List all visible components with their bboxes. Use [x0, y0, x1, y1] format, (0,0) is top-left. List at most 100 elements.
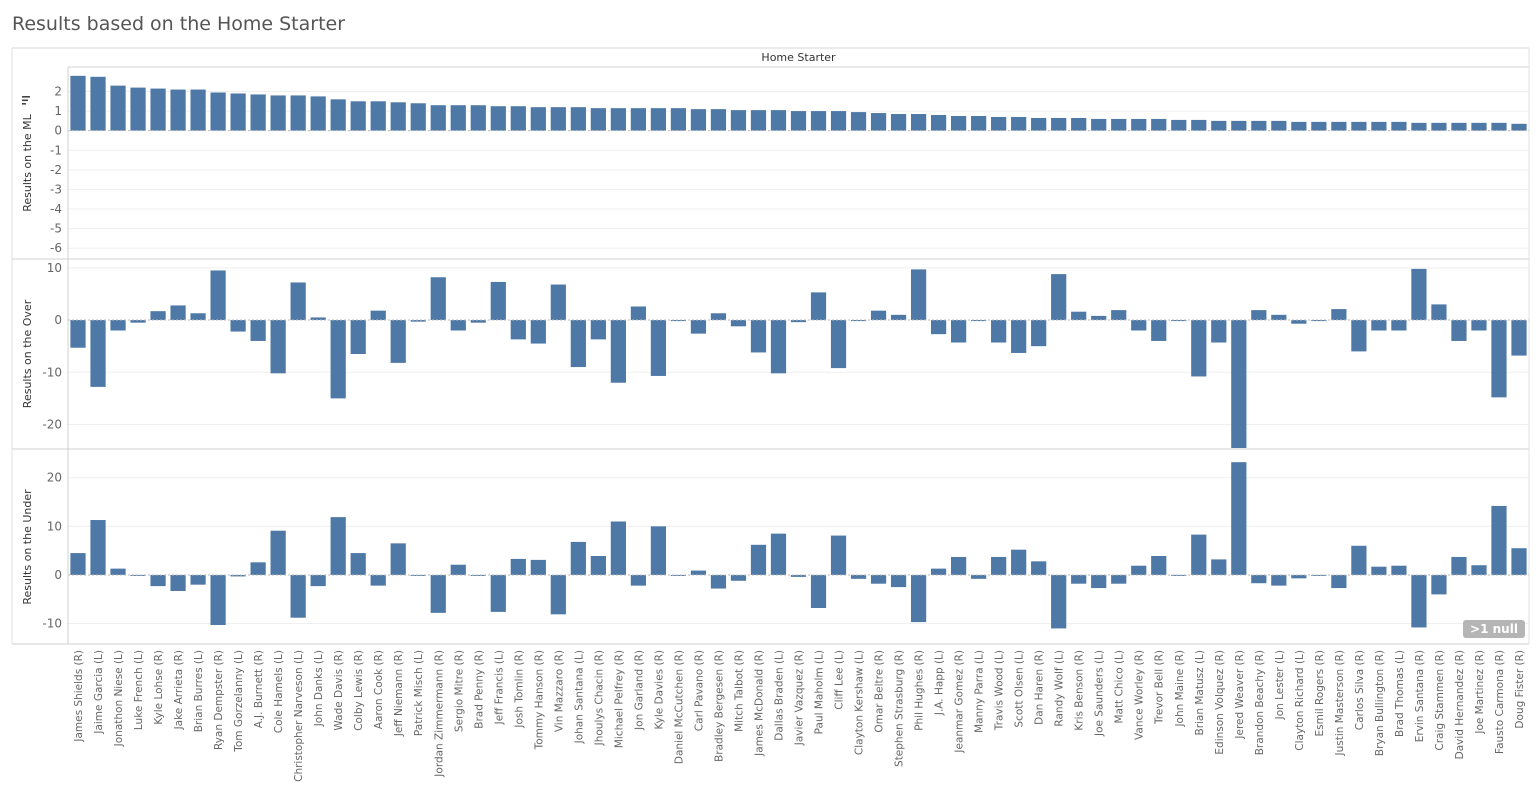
- bar: [370, 310, 386, 321]
- bar: [230, 93, 246, 131]
- bar: [90, 520, 106, 575]
- x-category-label: Paul Maholm (L): [814, 650, 826, 734]
- bar: [630, 306, 646, 321]
- x-category-label: Ervin Santana (R): [1414, 650, 1426, 742]
- column-header: Home Starter: [761, 51, 836, 64]
- bar: [810, 292, 827, 321]
- bar: [1071, 117, 1087, 131]
- x-category-label: Phil Hughes (R): [914, 650, 926, 731]
- bar: [1351, 121, 1367, 131]
- bar: [470, 105, 486, 131]
- x-category-label: Colby Lewis (R): [353, 650, 365, 731]
- bar: [590, 320, 606, 340]
- bar: [890, 574, 907, 588]
- bar: [810, 574, 827, 608]
- bar: [1391, 565, 1407, 575]
- y-tick-label: 0: [54, 124, 62, 138]
- bar: [870, 310, 887, 321]
- y-tick-label: -1: [50, 143, 62, 157]
- x-category-label: Johan Santana (L): [573, 650, 585, 744]
- x-category-label: Luke French (L): [133, 650, 145, 730]
- x-category-label: John Danks (L): [313, 650, 325, 727]
- bar: [1211, 120, 1227, 131]
- bar: [690, 570, 707, 575]
- bar: [1251, 120, 1267, 131]
- bar: [550, 284, 566, 321]
- bar: [1091, 118, 1107, 131]
- bar: [210, 574, 226, 626]
- x-category-label: James Shields (R): [73, 650, 85, 743]
- x-category-label: Jon Garland (R): [633, 650, 645, 731]
- bar: [350, 553, 366, 575]
- bar: [210, 92, 226, 131]
- bar: [510, 558, 526, 575]
- x-category-label: Patrick Misch (L): [413, 650, 425, 736]
- bar: [410, 574, 426, 576]
- sort-icon: [22, 99, 28, 102]
- bar: [330, 99, 346, 131]
- bar: [570, 541, 586, 575]
- x-category-label: Joe Martinez (R): [1474, 650, 1486, 735]
- bar: [350, 101, 366, 131]
- x-category-label: Cole Hamels (L): [273, 650, 285, 733]
- bar: [1171, 574, 1187, 576]
- x-category-label: Jake Arrieta (R): [173, 650, 185, 730]
- x-category-label: Jordan Zimmermann (R): [433, 650, 445, 778]
- x-category-label: Javier Vazquez (R): [794, 650, 806, 746]
- bar: [710, 574, 727, 589]
- bar: [1051, 117, 1067, 131]
- x-category-label: Jon Lester (L): [1274, 650, 1286, 720]
- bar: [830, 535, 847, 575]
- x-category-label: Justin Masterson (R): [1334, 650, 1346, 756]
- bar: [1111, 310, 1127, 321]
- bar: [510, 106, 526, 131]
- bar: [890, 314, 907, 321]
- bar: [290, 282, 306, 321]
- x-category-label: David Hernandez (R): [1454, 650, 1466, 759]
- bar: [1251, 574, 1267, 584]
- x-category-label: Doug Fister (R): [1514, 650, 1526, 729]
- bar: [90, 76, 106, 131]
- y-tick-label: 1: [54, 104, 62, 118]
- bar: [951, 115, 967, 131]
- x-category-label: Carlos Silva (R): [1354, 650, 1366, 730]
- y-tick-label: -3: [50, 182, 62, 196]
- bar: [730, 320, 747, 327]
- bar: [250, 94, 266, 131]
- bar: [470, 320, 486, 323]
- bar: [90, 320, 106, 387]
- null-indicator-text: >1 null: [1470, 622, 1518, 636]
- bar: [1191, 119, 1207, 131]
- bar: [830, 320, 847, 369]
- x-category-label: Vin Mazzaro (R): [553, 650, 565, 732]
- x-category-label: Carl Pavano (R): [693, 650, 705, 731]
- bar: [130, 87, 146, 131]
- bar: [750, 544, 767, 575]
- bar: [1211, 320, 1227, 343]
- bar: [1071, 574, 1087, 584]
- bar: [390, 543, 406, 575]
- bar: [991, 556, 1007, 575]
- x-category-label: Craig Stammen (R): [1434, 650, 1446, 751]
- bar: [350, 320, 366, 354]
- bar: [1031, 561, 1047, 575]
- bar: [1091, 315, 1107, 321]
- y-tick-label: -2: [50, 163, 62, 177]
- bar: [1431, 574, 1447, 595]
- bar: [1171, 320, 1187, 322]
- x-category-label: Dan Haren (R): [1034, 650, 1046, 725]
- bar: [290, 95, 306, 131]
- bar: [770, 320, 787, 374]
- bar: [1011, 116, 1027, 131]
- bar: [230, 320, 246, 332]
- x-category-label: Kyle Davies (R): [653, 650, 665, 729]
- bar: [310, 574, 326, 587]
- bar: [110, 568, 126, 575]
- bar: [1311, 121, 1327, 131]
- bar: [710, 313, 727, 321]
- y-tick-label: 10: [47, 519, 62, 533]
- bar: [330, 320, 346, 399]
- x-category-label: Sergio Mitre (R): [453, 650, 465, 732]
- bar: [170, 89, 186, 131]
